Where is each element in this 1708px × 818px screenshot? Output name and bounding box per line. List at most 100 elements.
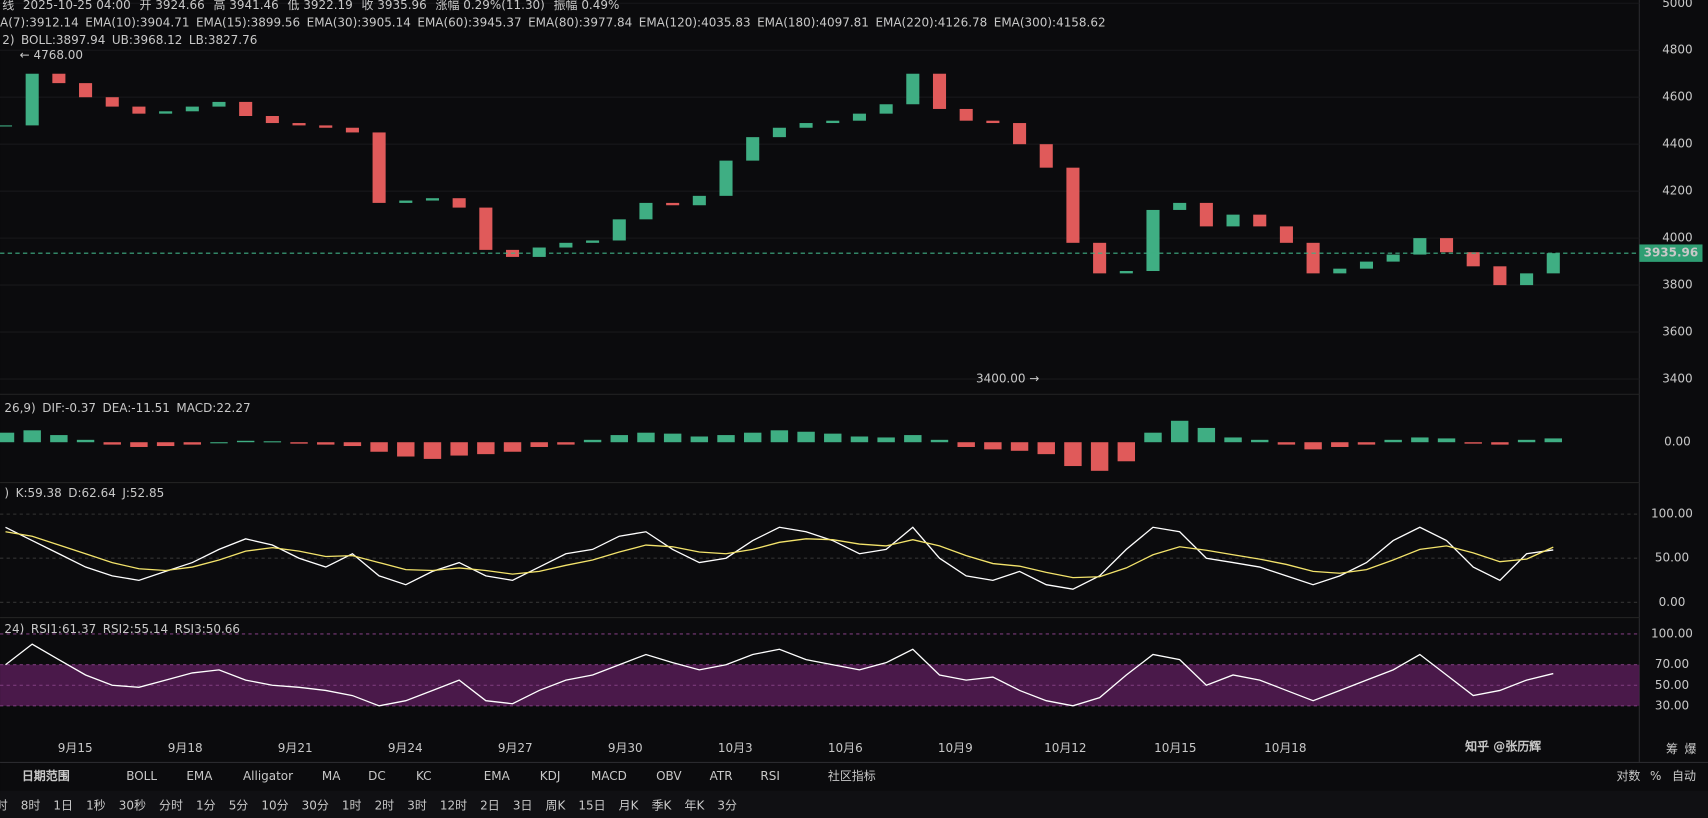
macd-bar (103, 442, 121, 445)
macd-bar (1304, 442, 1322, 450)
interval-button[interactable]: 周K (546, 799, 567, 813)
axis-option[interactable]: 自动 (1672, 769, 1696, 783)
interval-button[interactable]: 1分 (196, 799, 216, 813)
macd-bar (76, 439, 95, 443)
macd-bar (1491, 442, 1509, 445)
candle (986, 120, 1000, 124)
macd-bar (370, 442, 388, 452)
macd-bar (1357, 442, 1376, 445)
macd-bar (1251, 439, 1269, 443)
interval-button[interactable]: 月K (619, 799, 640, 813)
indicator-button[interactable]: OBV (656, 769, 682, 783)
candle (772, 127, 786, 138)
interval-button[interactable]: 5分 (229, 799, 249, 813)
boll-legend: 2) (2, 33, 14, 47)
interval-button[interactable]: 3时 (407, 799, 427, 813)
boll-legend: LB:3827.76 (189, 33, 257, 47)
interval-button[interactable]: 3分 (717, 799, 737, 813)
macd-bar (984, 442, 1002, 450)
indicator-button[interactable]: KDJ (540, 769, 561, 783)
side-button[interactable]: 筹 (1666, 742, 1678, 756)
indicator-button[interactable]: MA (322, 769, 341, 783)
rsi-legend: RSI3:50.66 (175, 622, 240, 636)
interval-button[interactable]: 2日 (480, 799, 500, 813)
interval-button[interactable]: 3日 (513, 799, 533, 813)
macd-bar (210, 442, 228, 444)
community-indicators[interactable]: 社区指标 (828, 768, 876, 783)
candle (1520, 273, 1534, 286)
interval-button[interactable]: 30分 (302, 799, 329, 813)
ema-legend: EMA(220):4126.78 (875, 15, 987, 29)
date-range[interactable]: 日期范围 (22, 768, 70, 783)
candle (586, 240, 600, 243)
y-tick-label: 3600 (1662, 325, 1692, 339)
indicator-button[interactable]: EMA (484, 769, 511, 783)
interval-button[interactable]: 12时 (440, 799, 467, 813)
indicator-button[interactable]: ATR (710, 769, 733, 783)
candle (852, 113, 866, 121)
x-tick-label: 10月18 (1264, 741, 1306, 755)
y-tick-label: 100.00 (1651, 626, 1693, 640)
ema-legend: A(7):3912.14 (0, 15, 79, 29)
boll-legend: BOLL:3897.94 (21, 33, 105, 47)
boll-legend: UB:3968.12 (112, 33, 183, 47)
candle (1333, 268, 1347, 274)
axis-option[interactable]: % (1650, 769, 1661, 783)
y-tick-label: 4200 (1662, 184, 1692, 198)
candle (1173, 202, 1187, 210)
macd-bar (850, 436, 869, 443)
macd-bar (1090, 442, 1109, 471)
candle (239, 101, 253, 117)
candle (479, 207, 493, 250)
macd-bar (717, 435, 735, 443)
indicator-button[interactable]: Alligator (243, 769, 293, 783)
macd-bar (343, 442, 362, 447)
interval-button[interactable]: 8时 (21, 799, 41, 813)
interval-button[interactable]: 1秒 (86, 799, 106, 813)
side-button[interactable]: 爆 (1685, 742, 1697, 756)
macd-bar (397, 442, 415, 457)
interval-button[interactable]: 10分 (261, 799, 288, 813)
macd-bar (477, 442, 495, 455)
interval-button[interactable]: 分时 (159, 799, 183, 813)
ema-legend: EMA(30):3905.14 (307, 15, 411, 29)
candle (826, 120, 840, 124)
interval-button[interactable]: 1日 (53, 799, 73, 813)
x-tick-label: 9月27 (498, 741, 533, 755)
macd-bar (1277, 442, 1296, 445)
interval-button[interactable]: 30秒 (119, 799, 146, 813)
macd-bar (797, 431, 815, 443)
macd-bar (663, 433, 682, 443)
interval-button[interactable]: 2时 (375, 799, 395, 813)
interval-button[interactable]: 季K (652, 799, 673, 813)
macd-bar (743, 432, 762, 443)
candle (1439, 238, 1454, 253)
candle (1253, 214, 1267, 227)
macd-bar (1037, 442, 1055, 455)
macd-bar (877, 437, 895, 443)
kdj-legend: K:59.38 (16, 486, 62, 500)
indicator-button[interactable]: KC (416, 769, 432, 783)
indicator-button[interactable]: EMA (186, 769, 213, 783)
indicator-button[interactable]: MACD (591, 769, 627, 783)
indicator-button[interactable]: BOLL (126, 769, 157, 783)
candle (52, 73, 66, 84)
axis-option[interactable]: 对数 (1616, 768, 1640, 783)
x-tick-label: 9月18 (168, 741, 203, 755)
x-tick-label: 10月3 (718, 741, 753, 755)
indicator-button[interactable]: DC (368, 769, 386, 783)
macd-bar (1384, 439, 1402, 443)
interval-button[interactable]: 15日 (578, 799, 605, 813)
interval-button[interactable]: 时 (0, 799, 8, 813)
interval-button[interactable]: 年K (684, 799, 705, 813)
indicator-button[interactable]: RSI (760, 769, 779, 783)
candle (1306, 242, 1320, 274)
macd-bar (263, 441, 282, 443)
ohlc-item: 线 (2, 0, 14, 12)
y-tick-label: 0.00 (1664, 435, 1691, 449)
candle (1039, 144, 1053, 168)
candle (1013, 123, 1027, 145)
interval-button[interactable]: 1时 (342, 799, 362, 813)
macd-legend: 26,9) (4, 401, 35, 415)
candle (292, 123, 306, 126)
